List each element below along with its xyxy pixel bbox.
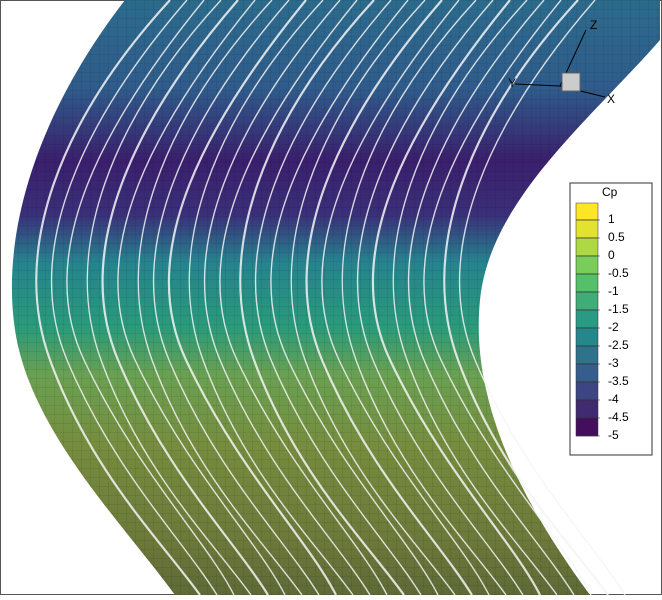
colorbar-label: -0.5	[608, 266, 629, 280]
colorbar-label: -3	[608, 356, 619, 370]
streamline	[371, 0, 541, 596]
colorbar-label: 1	[608, 212, 615, 226]
streamline	[443, 0, 609, 596]
colorbar-label: 0.5	[608, 230, 625, 244]
colorbar-label: -2	[608, 320, 619, 334]
z-label: Z	[590, 18, 597, 32]
colorbar-swatch	[575, 327, 599, 347]
streamline	[254, 0, 422, 596]
colorbar-label: -3.5	[608, 374, 629, 388]
colorbar-label: -2.5	[608, 338, 629, 352]
streamline	[341, 0, 507, 596]
streamline	[66, 0, 235, 596]
colorbar-title: Cp	[602, 185, 618, 199]
colorbar-swatch	[575, 309, 599, 329]
colorbar-swatch	[575, 273, 599, 293]
colorbar-label: -1	[608, 284, 619, 298]
colorbar-swatch	[575, 255, 599, 275]
streamline	[137, 0, 303, 596]
colorbar-swatch	[575, 237, 599, 257]
streamline	[50, 0, 218, 596]
streamline	[321, 0, 490, 596]
streamline	[458, 0, 626, 596]
streamline	[203, 0, 371, 596]
colorbar-label: -1.5	[608, 302, 629, 316]
colorbar-swatch	[575, 291, 599, 311]
colorbar-swatch	[575, 381, 599, 401]
streamlines	[35, 0, 626, 596]
colorbar-label: -4.5	[608, 410, 629, 424]
streamline	[305, 0, 473, 596]
streamline	[239, 0, 405, 596]
streamline	[392, 0, 558, 596]
axes-triad: Z X Y	[508, 18, 615, 106]
x-label: X	[607, 92, 615, 106]
y-label: Y	[508, 76, 516, 90]
streamline	[188, 0, 354, 596]
colorbar: Cp 1 0.5 0 -0.5 -1 -1.5 -2 -2.5 -3 -3.5 -4 -4.5 -5	[569, 182, 653, 456]
y-axis	[514, 83, 561, 87]
streamline	[101, 0, 269, 596]
streamline	[290, 0, 456, 596]
colorbar-swatch	[575, 399, 599, 419]
colorbar-label: -4	[608, 392, 619, 406]
streamline	[117, 0, 286, 596]
colorbar-swatch	[575, 202, 599, 221]
triad-box	[561, 72, 581, 92]
streamline	[35, 0, 201, 596]
colorbar-swatch	[575, 363, 599, 383]
streamline	[167, 0, 337, 596]
colorbar-label: 0	[608, 248, 615, 262]
colorbar-swatch	[575, 417, 599, 437]
streamline	[86, 0, 252, 596]
streamline	[219, 0, 388, 596]
streamline	[423, 0, 592, 596]
colorbar-swatch	[575, 345, 599, 365]
streamline	[356, 0, 524, 596]
colorbar-swatch	[575, 219, 599, 239]
colorbar-label: -5	[608, 428, 619, 442]
streamline	[407, 0, 575, 596]
streamline	[152, 0, 320, 596]
streamline	[270, 0, 439, 596]
